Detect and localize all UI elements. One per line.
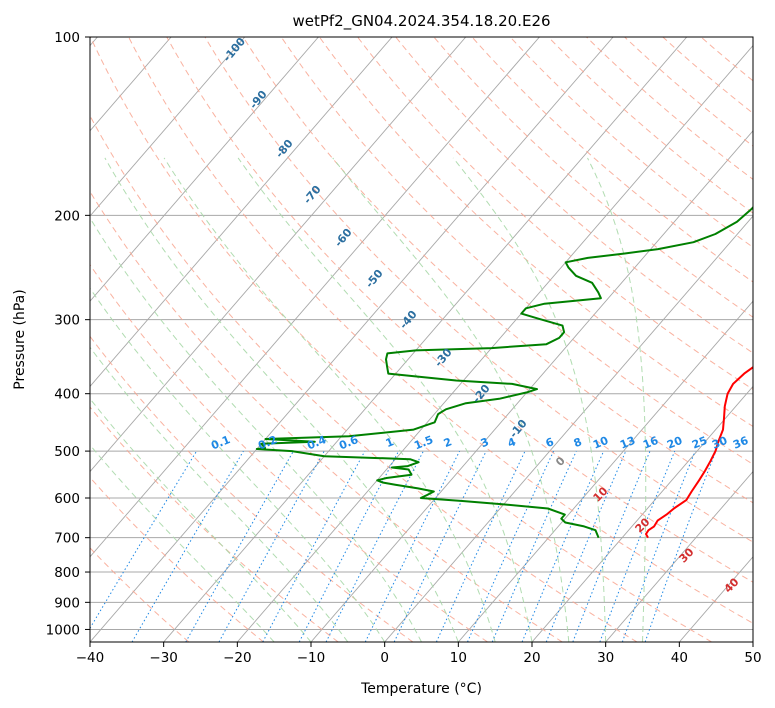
moist-adiabat — [237, 157, 533, 642]
moist-adiabat — [90, 287, 386, 642]
isotherm — [457, 300, 753, 642]
y-axis-label: Pressure (hPa) — [12, 289, 28, 389]
background-lines — [90, 37, 753, 642]
dry-adiabat — [357, 37, 753, 390]
mixing-ratio-label: 13 — [618, 434, 637, 452]
isotherm — [163, 37, 688, 642]
dry-adiabat — [280, 37, 753, 465]
moist-adiabat — [332, 157, 570, 642]
mixing-ratio-label: 8 — [572, 435, 584, 450]
mixing-ratio-line — [621, 450, 696, 642]
y-tick-label: 100 — [54, 30, 80, 46]
isotherm — [752, 641, 753, 642]
x-tick-label: −10 — [297, 650, 326, 666]
moist-adiabat — [90, 217, 422, 642]
mixing-ratio-label: 3 — [479, 435, 491, 450]
dry-adiabat — [128, 37, 753, 624]
dry-adiabat — [242, 37, 753, 504]
x-tick-label: 30 — [597, 650, 614, 666]
dry-adiabat — [204, 37, 753, 543]
mixing-ratio-label: 1 — [384, 435, 396, 450]
mixing-ratio-line — [491, 450, 577, 642]
mixing-ratio-line — [521, 450, 605, 642]
mixing-ratio-label: 16 — [641, 434, 660, 452]
y-tick-label: 400 — [54, 387, 80, 403]
mixing-ratio-line — [262, 450, 366, 642]
mixing-ratio-line — [644, 450, 717, 642]
profile-lines — [255, 205, 753, 539]
moist-adiabat — [163, 157, 496, 642]
dewpoint-line — [255, 205, 753, 539]
y-tick-label: 700 — [54, 531, 80, 547]
mixing-ratio-line — [90, 450, 198, 630]
dry-adiabat — [90, 114, 638, 642]
isotherm — [90, 37, 614, 642]
isotherm — [90, 37, 319, 302]
moist-adiabat — [587, 157, 647, 642]
y-tick-label: 500 — [54, 444, 80, 460]
chart-title: wetPf2_GN04.2024.354.18.20.E26 — [292, 12, 550, 31]
mixing-ratio-line — [325, 450, 424, 642]
moist-adiabat — [452, 157, 607, 642]
dry-adiabat — [90, 476, 264, 642]
mixing-ratio-line — [364, 450, 461, 642]
mixing-ratio-label: 2 — [442, 435, 454, 450]
mixing-ratio-label: 10 — [591, 434, 610, 452]
mixing-ratio-line — [218, 450, 325, 642]
isotherm — [531, 385, 753, 642]
isotherm — [605, 470, 753, 642]
mixing-ratio-line — [545, 450, 627, 642]
x-tick-label: −20 — [223, 650, 252, 666]
dry-adiabat — [471, 37, 753, 283]
mixing-ratio-label: 30 — [710, 434, 729, 452]
dry-adiabat — [318, 37, 753, 428]
x-tick-label: −40 — [76, 650, 105, 666]
mixing-ratio-line — [185, 450, 294, 642]
mixing-ratio-label: 36 — [731, 434, 750, 452]
axes: −40 −30 −20 −10 0 10 20 30 40 50 100 200 300 400 500 60… — [46, 30, 762, 666]
dry-adiabat — [547, 37, 753, 214]
y-tick-label: 1000 — [46, 622, 80, 638]
y-tick-label: 800 — [54, 565, 80, 581]
isotherm — [90, 37, 393, 388]
dry-adiabat — [166, 37, 753, 583]
y-tick-label: 600 — [54, 491, 80, 507]
x-tick-label: −30 — [149, 650, 178, 666]
mixing-ratio-line — [467, 450, 555, 642]
x-tick-label: 10 — [450, 650, 467, 666]
isotherm — [90, 37, 246, 217]
dry-adiabat — [90, 335, 414, 642]
isotherm — [90, 37, 467, 473]
y-tick-label: 900 — [54, 595, 80, 611]
dry-adiabat — [509, 37, 753, 248]
temperature-line — [645, 366, 753, 539]
x-tick-label: 40 — [671, 650, 688, 666]
x-tick-label: 20 — [523, 650, 540, 666]
x-tick-label: 50 — [744, 650, 761, 666]
dry-adiabat — [90, 190, 563, 642]
mixing-ratio-label: 25 — [690, 434, 709, 452]
dry-adiabat — [395, 37, 753, 354]
x-axis-label: Temperature (°C) — [360, 681, 482, 697]
x-tick-label: 0 — [380, 650, 389, 666]
mixing-ratio-label: 20 — [665, 434, 684, 452]
moist-adiabat — [104, 157, 459, 642]
y-tick-label: 300 — [54, 313, 80, 329]
mixing-ratio-line — [599, 450, 676, 642]
moist-adiabat — [90, 444, 275, 642]
plot-background — [90, 37, 753, 642]
plot-frame — [89, 36, 754, 643]
y-tick-label: 200 — [54, 208, 80, 224]
moist-adiabat — [90, 397, 312, 642]
isotherm — [90, 37, 540, 558]
isotherm — [310, 130, 753, 642]
mixing-ratio-line — [572, 450, 651, 642]
isotherm — [236, 44, 753, 642]
isotherm — [384, 215, 753, 642]
